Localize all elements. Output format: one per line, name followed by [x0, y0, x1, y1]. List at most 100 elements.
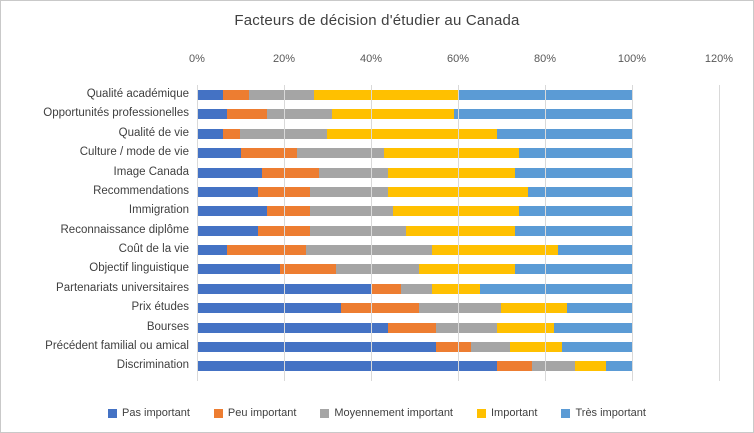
- bar-segment: [558, 245, 632, 256]
- category-label: Objectif linguistique: [89, 262, 189, 275]
- bar-segment: [223, 90, 250, 100]
- x-tick-label: 60%: [446, 53, 470, 65]
- legend-swatch: [320, 408, 330, 418]
- category-label: Partenariats universitaires: [56, 281, 189, 294]
- bar-segment: [197, 167, 263, 178]
- legend-swatch: [561, 408, 571, 418]
- bar-segment: [279, 264, 337, 275]
- bar-segment: [314, 90, 458, 100]
- gridline: [284, 85, 285, 381]
- bar-segment: [436, 322, 498, 333]
- category-label: Opportunités professionelles: [43, 107, 189, 120]
- bar-segment: [514, 264, 632, 275]
- chart-title: Facteurs de décision d'étudier au Canada: [234, 12, 520, 29]
- x-tick-label: 0%: [189, 53, 205, 65]
- bar-row: [197, 167, 632, 178]
- bar-segment: [388, 167, 515, 178]
- legend-item: Important: [477, 407, 537, 419]
- bar-row: [197, 109, 632, 120]
- bar-segment: [497, 361, 532, 372]
- bar-segment: [518, 148, 632, 159]
- bar-segment: [527, 186, 632, 197]
- category-label: Précédent familial ou amical: [45, 339, 189, 352]
- gridline: [371, 85, 372, 381]
- legend-label: Très important: [575, 407, 646, 419]
- legend-swatch: [108, 408, 118, 418]
- bar-row: [197, 128, 632, 139]
- bar-segment: [340, 303, 419, 314]
- bar-segment: [249, 90, 315, 100]
- legend-swatch: [213, 408, 223, 418]
- bar-row: [197, 245, 632, 256]
- category-label: Discrimination: [116, 359, 189, 372]
- bar-segment: [331, 109, 454, 120]
- bar-segment: [371, 283, 402, 294]
- bar-row: [197, 206, 632, 217]
- x-axis: 0% 20% 40% 60% 80% 100% 120%: [189, 53, 733, 69]
- x-tick-label: 100%: [617, 53, 647, 65]
- bar-segment: [262, 167, 319, 178]
- bar-segment: [197, 264, 280, 275]
- bar-segment: [418, 264, 515, 275]
- bar-segment: [227, 245, 306, 256]
- category-label: Image Canada: [113, 165, 189, 178]
- bar-row: [197, 264, 632, 275]
- bar-segment: [327, 128, 498, 139]
- bar-segment: [566, 303, 632, 314]
- legend-item: Très important: [561, 407, 646, 419]
- bar-segment: [388, 186, 528, 197]
- gridline: [719, 85, 720, 381]
- bar-segment: [197, 361, 498, 372]
- bar-segment: [310, 186, 389, 197]
- legend-item: Moyennement important: [320, 407, 453, 419]
- category-label: Culture / mode de vie: [79, 146, 189, 159]
- bar-segment: [605, 361, 632, 372]
- gridline: [545, 85, 546, 381]
- legend-label: Peu important: [227, 407, 297, 419]
- bar-segment: [514, 225, 632, 236]
- bar-row: [197, 322, 632, 333]
- legend: Pas important Peu important Moyennement im…: [1, 407, 753, 419]
- bar-segment: [257, 225, 311, 236]
- bar-segment: [227, 109, 267, 120]
- bar-segment: [197, 245, 228, 256]
- bar-segment: [553, 322, 632, 333]
- legend-swatch: [477, 408, 486, 418]
- bar-segment: [457, 90, 632, 100]
- bar-segment: [418, 303, 502, 314]
- legend-label: Moyennement important: [334, 407, 453, 419]
- gridline: [458, 85, 459, 381]
- bar-row: [197, 148, 632, 159]
- legend-item: Peu important: [213, 407, 297, 419]
- bar-segment: [305, 245, 432, 256]
- bar-row: [197, 303, 632, 314]
- category-label: Qualité de vie: [118, 126, 189, 139]
- bar-segment: [197, 341, 437, 352]
- gridline: [197, 85, 198, 381]
- bar-segment: [405, 225, 515, 236]
- bar-segment: [336, 264, 419, 275]
- bar-segment: [392, 206, 519, 217]
- bar-segment: [266, 206, 311, 217]
- bar-row: [197, 283, 632, 294]
- bar-segment: [562, 341, 632, 352]
- bar-row: [197, 90, 632, 100]
- bar-segment: [431, 245, 559, 256]
- bar-segment: [510, 341, 563, 352]
- bar-segment: [197, 109, 228, 120]
- bar-segment: [497, 128, 632, 139]
- bar-segment: [471, 341, 511, 352]
- plot-area: [197, 85, 720, 381]
- bar-segment: [310, 206, 393, 217]
- legend-item: Pas important: [108, 407, 190, 419]
- gridline: [632, 85, 633, 381]
- bar-segment: [318, 167, 389, 178]
- category-label: Prix études: [131, 301, 189, 314]
- bar-segment: [531, 361, 576, 372]
- bar-segment: [257, 186, 311, 197]
- bar-segment: [223, 128, 241, 139]
- category-label: Coût de la vie: [118, 243, 189, 256]
- bar-segment: [388, 322, 437, 333]
- bar-segment: [197, 206, 267, 217]
